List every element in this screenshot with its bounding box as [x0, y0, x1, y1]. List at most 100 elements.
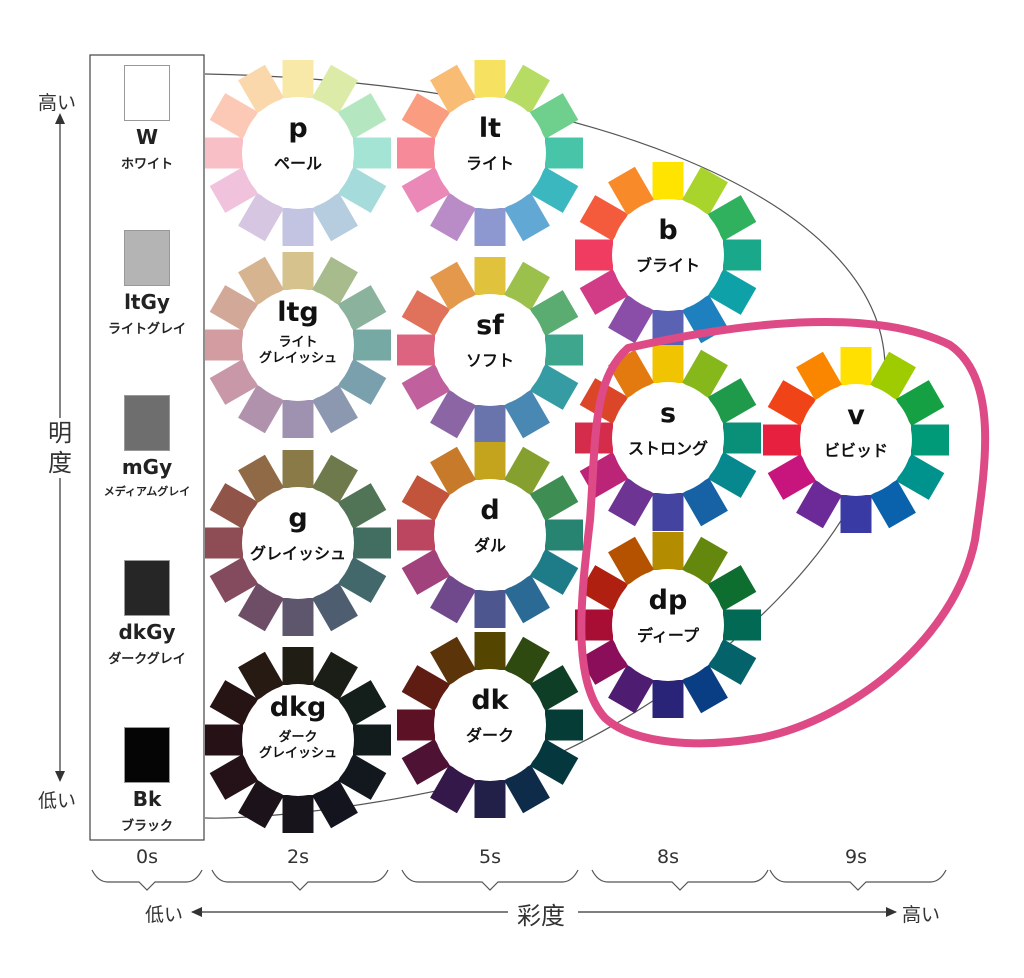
hue-cell-sf-9	[397, 334, 435, 366]
hue-cell-dk-8	[401, 739, 451, 785]
saturation-arrow-left	[191, 907, 202, 917]
saturation-axis-title: 彩度	[517, 902, 565, 930]
hue-cell-g-9	[205, 527, 243, 559]
hue-cell-g-0	[282, 450, 314, 488]
hue-cell-dp-3	[723, 609, 761, 641]
hue-cell-b-1	[682, 166, 728, 216]
hue-cell-dk-4	[529, 739, 579, 785]
hue-cell-p-11	[238, 64, 284, 114]
wheel-center-sf	[434, 294, 546, 406]
hue-cell-g-5	[312, 582, 358, 632]
hue-cell-s-5	[682, 477, 728, 527]
tone-wheel-lt	[397, 60, 583, 246]
tone-code-ltg: ltg	[277, 297, 319, 328]
hue-cell-dkg-3	[353, 724, 391, 756]
tone-code-d: d	[480, 495, 500, 526]
hue-cell-g-10	[209, 483, 259, 529]
hue-cell-sf-4	[529, 364, 579, 410]
wheel-center-lt	[434, 97, 546, 209]
hue-cell-s-6	[652, 493, 684, 531]
gray-name-dkGy: ダークグレイ	[108, 652, 186, 667]
hue-cell-v-9	[763, 424, 801, 456]
tone-wheel-sf	[397, 257, 583, 443]
wheel-center-b	[612, 199, 724, 311]
lightness-axis-title: 明度	[45, 418, 75, 478]
hue-cell-s-0	[652, 345, 684, 383]
gray-name-Bk: ブラック	[120, 819, 173, 834]
hue-cell-v-6	[840, 495, 872, 533]
tone-code-dkg: dkg	[269, 692, 327, 723]
tone-name-s: ストロング	[627, 439, 708, 458]
hue-cell-dk-9	[397, 709, 435, 741]
gray-swatch-dkGy	[124, 560, 170, 616]
hue-cell-lt-3	[545, 137, 583, 169]
hue-cell-s-7	[608, 477, 654, 527]
tone-name-d: ダル	[473, 536, 506, 555]
hue-cell-dkg-5	[312, 779, 358, 829]
hue-cell-ltg-4	[337, 359, 387, 405]
hue-cell-lt-4	[529, 167, 579, 213]
hue-cell-p-7	[238, 192, 284, 242]
hue-cell-d-5	[504, 574, 550, 624]
tone-name-dk: ダーク	[465, 726, 514, 745]
gray-swatch-ltGy	[124, 230, 170, 286]
gray-code-W: W	[135, 125, 159, 149]
gray-code-mGy: mGy	[121, 455, 173, 479]
hue-cell-p-9	[205, 137, 243, 169]
lightness-high-label: 高い	[38, 92, 77, 114]
tone-code-lt: lt	[478, 113, 502, 144]
hue-cell-dp-8	[579, 639, 629, 685]
hue-cell-s-1	[682, 349, 728, 399]
saturation-low-label: 低い	[145, 904, 184, 926]
hue-cell-p-1	[312, 64, 358, 114]
hue-cell-dk-0	[474, 632, 506, 670]
gray-swatch-W	[124, 65, 170, 121]
tone-name-b: ブライト	[635, 256, 700, 275]
hue-cell-dkg-2	[337, 680, 387, 726]
hue-cell-v-2	[895, 380, 945, 426]
gray-code-dkGy: dkGy	[118, 620, 176, 644]
hue-cell-g-11	[238, 454, 284, 504]
hue-cell-dp-7	[608, 664, 654, 714]
hue-cell-dk-6	[474, 780, 506, 818]
hue-cell-sf-7	[430, 389, 476, 439]
gray-code-ltGy: ltGy	[124, 290, 170, 314]
chroma-label-9s: 9s	[845, 846, 867, 868]
tone-name-dkg: ダーク グレイッシュ	[258, 730, 337, 761]
tone-name-v: ビビッド	[823, 441, 888, 460]
tone-wheel-d	[397, 442, 583, 628]
hue-cell-dk-11	[430, 636, 476, 686]
hue-cell-ltg-5	[312, 384, 358, 434]
hue-cell-dk-7	[430, 764, 476, 814]
chroma-bracket-3	[591, 869, 769, 891]
hue-cell-dp-1	[682, 536, 728, 586]
hue-cell-sf-3	[545, 334, 583, 366]
lightness-arrow-down	[55, 771, 65, 782]
wheel-center-dkg	[242, 684, 354, 796]
tone-wheel-dp	[575, 532, 761, 718]
gray-swatch-Bk	[124, 727, 170, 783]
tone-code-v: v	[847, 400, 865, 431]
hue-cell-lt-7	[430, 192, 476, 242]
hue-cell-d-0	[474, 442, 506, 480]
hue-cell-lt-0	[474, 60, 506, 98]
chroma-label-5s: 5s	[479, 846, 501, 868]
hue-cell-b-3	[723, 239, 761, 271]
hue-cell-d-4	[529, 549, 579, 595]
hue-cell-ltg-9	[205, 329, 243, 361]
gray-name-mGy: メディアムグレイ	[103, 485, 191, 498]
wheel-center-ltg	[242, 289, 354, 401]
tone-wheel-ltg	[205, 252, 391, 438]
hue-cell-lt-11	[430, 64, 476, 114]
hue-cell-sf-5	[504, 389, 550, 439]
hue-cell-p-0	[282, 60, 314, 98]
chroma-label-2s: 2s	[287, 846, 309, 868]
tone-code-dp: dp	[648, 585, 688, 616]
hue-cell-v-1	[870, 351, 916, 401]
gray-name-ltGy: ライトグレイ	[107, 322, 186, 337]
hue-cell-v-5	[870, 479, 916, 529]
tone-wheel-v	[763, 347, 949, 533]
tone-wheel-p	[205, 60, 391, 246]
hue-cell-dk-1	[504, 636, 550, 686]
